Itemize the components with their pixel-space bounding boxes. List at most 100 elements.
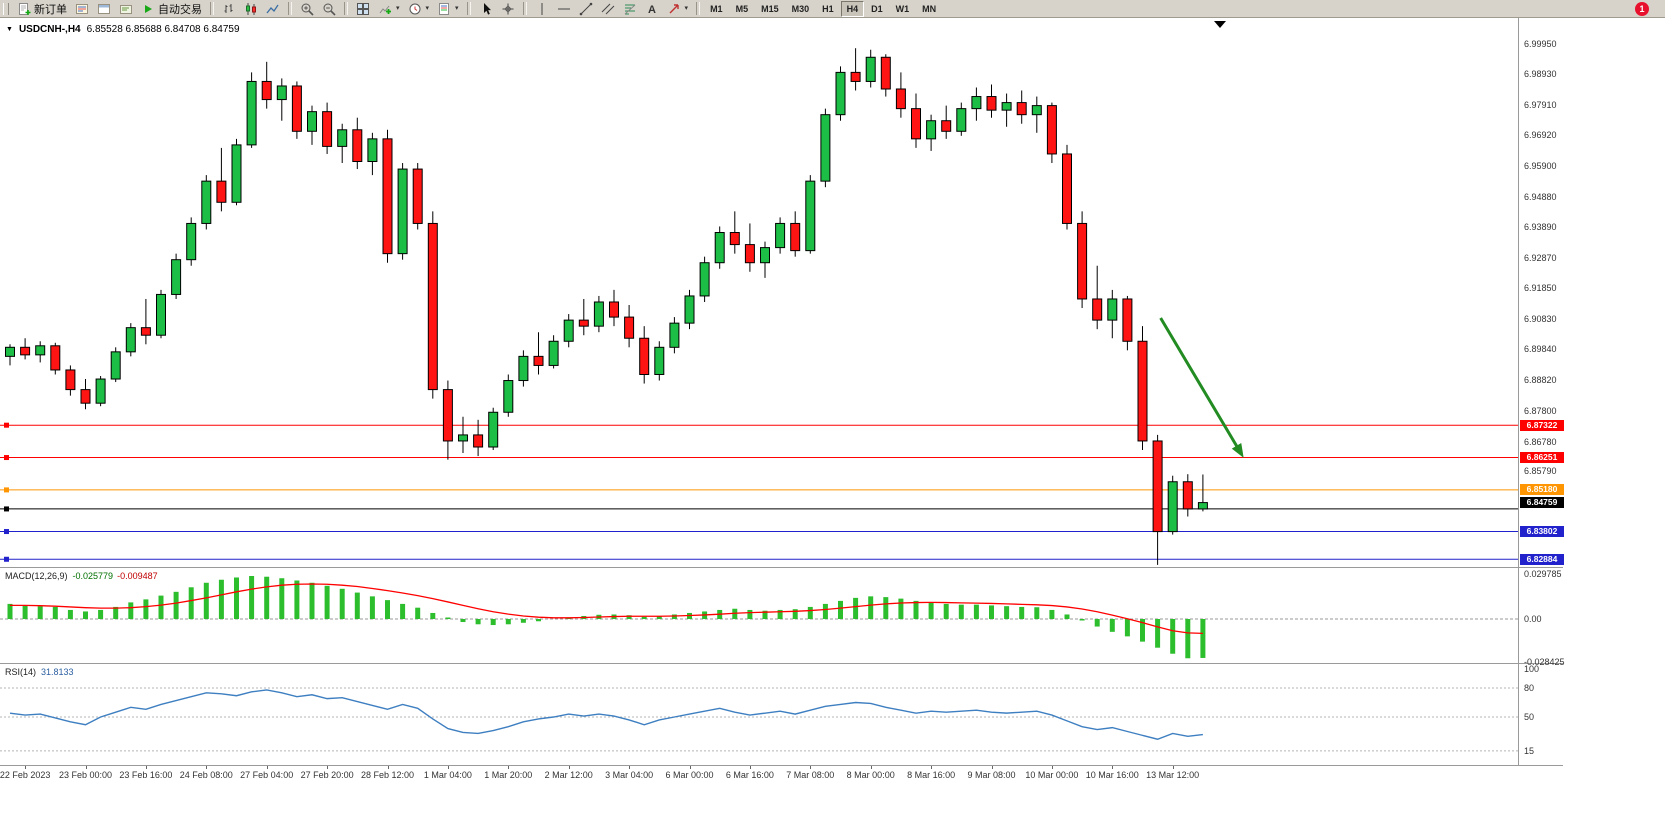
macd-indicator-label: MACD(12,26,9) -0.025779 -0.009487 — [5, 571, 158, 581]
timeframe-toolbar: M1 M5 M15 M30 H1 H4 D1 W1 MN — [704, 0, 942, 17]
price-tick-label: 6.99950 — [1524, 38, 1557, 49]
macd-name: MACD(12,26,9) — [5, 571, 68, 581]
date-label: 8 Mar 00:00 — [846, 770, 895, 780]
macd-axis-label: 0.029785 — [1524, 569, 1562, 580]
price-tick-label: 6.91850 — [1524, 283, 1557, 294]
toolbar-separator — [288, 2, 292, 15]
zoom-out-button[interactable] — [318, 1, 340, 17]
new-order-button[interactable]: 新订单 — [13, 1, 71, 17]
trendline-icon — [579, 2, 593, 16]
horizontal-line-icon — [557, 2, 571, 16]
timeframe-h4-button[interactable]: H4 — [840, 0, 865, 17]
templates-button[interactable]: ▾ — [433, 1, 463, 17]
date-label: 3 Mar 04:00 — [605, 770, 654, 780]
text-icon: A — [645, 2, 659, 16]
price-tick-label: 6.95900 — [1524, 161, 1557, 172]
current-price-label: 6.84759 — [1520, 497, 1564, 509]
cursor-button[interactable] — [475, 1, 497, 17]
zoom-in-icon — [300, 2, 314, 16]
price-tick-label: 6.87800 — [1524, 405, 1557, 416]
data-window-icon — [97, 2, 111, 16]
market-watch-button[interactable] — [71, 1, 93, 17]
date-label: 10 Mar 16:00 — [1085, 770, 1139, 780]
time-tick — [1172, 766, 1174, 769]
chart-title: ▼ USDCNH-,H4 6.85528 6.85688 6.84708 6.8… — [6, 24, 240, 35]
tile-windows-icon — [356, 2, 370, 16]
periods-button[interactable]: ▾ — [404, 1, 434, 17]
zoom-out-icon — [322, 2, 336, 16]
arrows-button[interactable]: ▾ — [663, 1, 693, 17]
auto-trading-button[interactable]: 自动交易 — [137, 1, 206, 17]
timeframe-m15-button[interactable]: M15 — [761, 3, 779, 14]
price-tick-label: 6.98930 — [1524, 69, 1557, 80]
timeframe-mn-button[interactable]: MN — [922, 3, 937, 14]
line-chart-button[interactable] — [262, 1, 284, 17]
indicators-button[interactable]: ▾ — [374, 1, 404, 17]
data-window-button[interactable] — [93, 1, 115, 17]
rsi-pane-canvas[interactable] — [0, 664, 1518, 765]
macd-axis-label: -0.028425 — [1524, 656, 1565, 667]
pane-separator[interactable] — [0, 663, 1563, 664]
pane-separator[interactable] — [0, 765, 1563, 766]
price-tick-label: 6.90830 — [1524, 314, 1557, 325]
time-tick — [689, 766, 691, 769]
time-tick — [145, 766, 147, 769]
trendline-button[interactable] — [575, 1, 597, 17]
date-label: 6 Mar 00:00 — [665, 770, 714, 780]
toolbar-separator — [466, 2, 471, 15]
macd-main-value: -0.025779 — [72, 571, 114, 581]
bar-chart-button[interactable] — [218, 1, 240, 17]
pane-separator[interactable] — [0, 567, 1563, 568]
terminal-icon — [119, 2, 133, 16]
time-tick — [25, 766, 27, 769]
timeframe-m5-button[interactable]: M5 — [735, 3, 749, 14]
collapse-arrow-icon[interactable]: ▼ — [6, 26, 13, 33]
tile-windows-button[interactable] — [352, 1, 374, 17]
text-label-button[interactable]: A — [641, 1, 663, 17]
date-label: 13 Mar 12:00 — [1146, 770, 1200, 780]
price-tick-label: 6.94880 — [1524, 191, 1557, 202]
zoom-in-button[interactable] — [296, 1, 318, 17]
time-tick — [568, 766, 570, 769]
timeframe-m30-button[interactable]: M30 — [791, 3, 810, 14]
time-tick — [447, 766, 449, 769]
cursor-icon — [479, 2, 493, 16]
price-axis[interactable]: 6.99950 6.98930 6.97910 6.96920 6.95900 6.948… — [1519, 18, 1665, 784]
ohlc-readout: 6.85528 6.85688 6.84708 6.84759 — [86, 24, 240, 35]
date-label: 24 Feb 08:00 — [179, 770, 233, 780]
symbol-period-label: USDCNH-,H4 — [18, 24, 81, 35]
time-tick — [629, 766, 631, 769]
timeframe-h1-button[interactable]: H1 — [822, 3, 834, 14]
fibonacci-button[interactable] — [619, 1, 641, 17]
timeframe-m1-button[interactable]: M1 — [710, 3, 723, 14]
rsi-axis-label: 80 — [1524, 682, 1535, 693]
candlestick-chart-button[interactable] — [240, 1, 262, 17]
rsi-axis-label: 50 — [1524, 712, 1535, 722]
notifications-badge[interactable]: 1 — [1635, 1, 1649, 16]
price-tick-label: 6.92870 — [1524, 252, 1557, 263]
toolbar-grip[interactable] — [3, 2, 9, 15]
timeframe-d1-button[interactable]: D1 — [871, 3, 883, 14]
time-tick — [387, 766, 389, 769]
time-axis[interactable]: 22 Feb 2023 23 Feb 00:00 23 Feb 16:00 24 Fe… — [0, 766, 1563, 784]
date-label: 9 Mar 08:00 — [967, 770, 1016, 780]
toolbar-separator — [522, 2, 527, 15]
terminal-button[interactable] — [115, 1, 137, 17]
vertical-line-button[interactable] — [531, 1, 553, 17]
price-line-label: 6.87322 — [1520, 419, 1564, 431]
dropdown-caret-icon: ▾ — [455, 4, 459, 12]
template-icon — [437, 2, 451, 16]
main-chart-canvas[interactable] — [0, 18, 1518, 567]
crosshair-button[interactable] — [497, 1, 519, 17]
price-tick-label: 6.86780 — [1524, 436, 1557, 447]
channel-button[interactable] — [597, 1, 619, 17]
toolbar: 新订单 自动交易 — [0, 0, 1665, 18]
time-tick — [991, 766, 993, 769]
macd-pane-canvas[interactable] — [0, 568, 1518, 663]
timeframe-w1-button[interactable]: W1 — [895, 3, 910, 14]
auto-trading-play-icon — [141, 2, 155, 16]
auto-trading-label: 自动交易 — [158, 3, 202, 16]
date-label: 6 Mar 16:00 — [725, 770, 774, 780]
horizontal-line-button[interactable] — [553, 1, 575, 17]
